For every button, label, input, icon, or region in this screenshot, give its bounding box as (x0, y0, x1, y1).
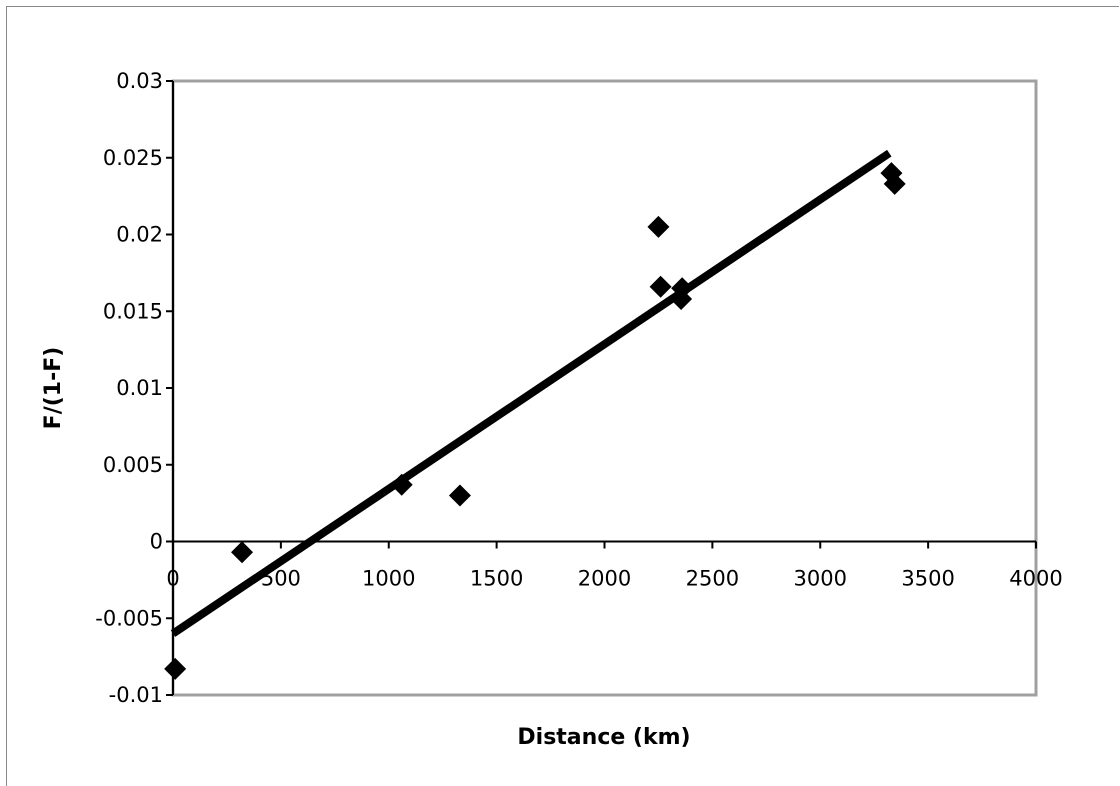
data-point (231, 541, 254, 564)
x-tick-label: 3500 (901, 567, 954, 591)
y-tick-label: 0.02 (116, 223, 163, 247)
data-point (670, 287, 693, 310)
y-tick-label: 0.01 (116, 376, 163, 400)
y-tick-label: 0.03 (116, 69, 163, 93)
x-tick-label: 1000 (362, 567, 415, 591)
x-tick-label: 2000 (578, 567, 631, 591)
y-tick-label: 0.005 (103, 453, 163, 477)
data-points (164, 162, 906, 680)
y-tick-label: 0.025 (103, 146, 163, 170)
trendline-group (170, 149, 892, 637)
y-tick-label: 0.015 (103, 299, 163, 323)
data-point (448, 484, 471, 507)
x-tick-label: 0 (166, 567, 179, 591)
y-axis-title: F/(1-F) (41, 347, 66, 430)
data-point (164, 657, 187, 680)
y-tick-label: 0 (150, 530, 163, 554)
y-axis: -0.01 -0.005 0 0.005 0.01 0.015 0.02 0.025 0.03 (95, 69, 174, 707)
data-point (649, 275, 672, 298)
chart-frame (6, 6, 1119, 786)
x-tick-label: 1500 (470, 567, 523, 591)
data-point (883, 172, 906, 195)
y-tick-label: -0.005 (95, 606, 163, 630)
y-tick-label: -0.01 (109, 683, 163, 707)
x-tick-label: 2500 (686, 567, 739, 591)
x-tick-label: 4000 (1009, 567, 1062, 591)
x-axis: 0 500 1000 1500 2000 2500 3000 3500 4000 (166, 540, 1063, 591)
x-axis-title: Distance (km) (517, 725, 690, 750)
data-point (390, 473, 413, 496)
x-tick-label: 3000 (794, 567, 847, 591)
trendline (170, 149, 892, 637)
plot-area-border (171, 79, 1038, 697)
data-point (647, 215, 670, 238)
